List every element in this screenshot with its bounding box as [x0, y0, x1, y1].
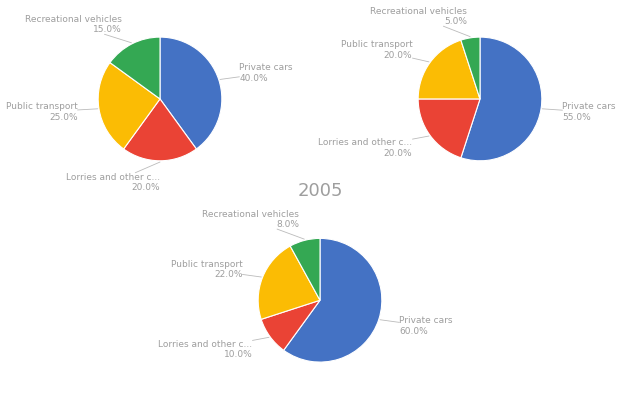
- Wedge shape: [461, 37, 480, 99]
- Title: 2005: 2005: [297, 182, 343, 200]
- Text: Lorries and other c...
20.0%: Lorries and other c... 20.0%: [318, 136, 429, 158]
- Wedge shape: [160, 37, 222, 149]
- Wedge shape: [290, 239, 320, 300]
- Wedge shape: [261, 300, 320, 350]
- Text: Private cars
55.0%: Private cars 55.0%: [542, 102, 616, 122]
- Wedge shape: [418, 40, 480, 99]
- Text: Lorries and other c...
20.0%: Lorries and other c... 20.0%: [66, 162, 160, 192]
- Text: Public transport
25.0%: Public transport 25.0%: [6, 102, 98, 122]
- Text: Recreational vehicles
8.0%: Recreational vehicles 8.0%: [202, 210, 304, 239]
- Text: Recreational vehicles
5.0%: Recreational vehicles 5.0%: [370, 7, 470, 37]
- Wedge shape: [461, 37, 542, 161]
- Text: Public transport
22.0%: Public transport 22.0%: [171, 260, 261, 279]
- Text: Lorries and other c...
10.0%: Lorries and other c... 10.0%: [158, 337, 269, 359]
- Wedge shape: [124, 99, 196, 161]
- Wedge shape: [258, 246, 320, 320]
- Wedge shape: [110, 37, 160, 99]
- Wedge shape: [98, 62, 160, 149]
- Text: Private cars
60.0%: Private cars 60.0%: [380, 316, 453, 336]
- Text: Private cars
40.0%: Private cars 40.0%: [220, 63, 293, 83]
- Wedge shape: [284, 239, 382, 362]
- Wedge shape: [418, 99, 480, 158]
- Text: Recreational vehicles
15.0%: Recreational vehicles 15.0%: [25, 15, 131, 43]
- Text: Public transport
20.0%: Public transport 20.0%: [340, 40, 429, 62]
